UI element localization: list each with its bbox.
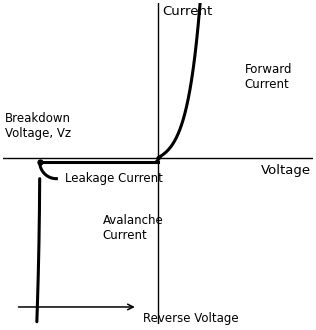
Text: Avalanche
Current: Avalanche Current: [103, 214, 163, 242]
Text: Current: Current: [162, 5, 213, 17]
Text: Forward
Current: Forward Current: [245, 62, 292, 90]
Text: Breakdown
Voltage, Vz: Breakdown Voltage, Vz: [5, 112, 71, 140]
Text: Voltage: Voltage: [261, 164, 311, 177]
Text: Reverse Voltage: Reverse Voltage: [143, 312, 239, 325]
Text: Leakage Current: Leakage Current: [65, 172, 163, 185]
